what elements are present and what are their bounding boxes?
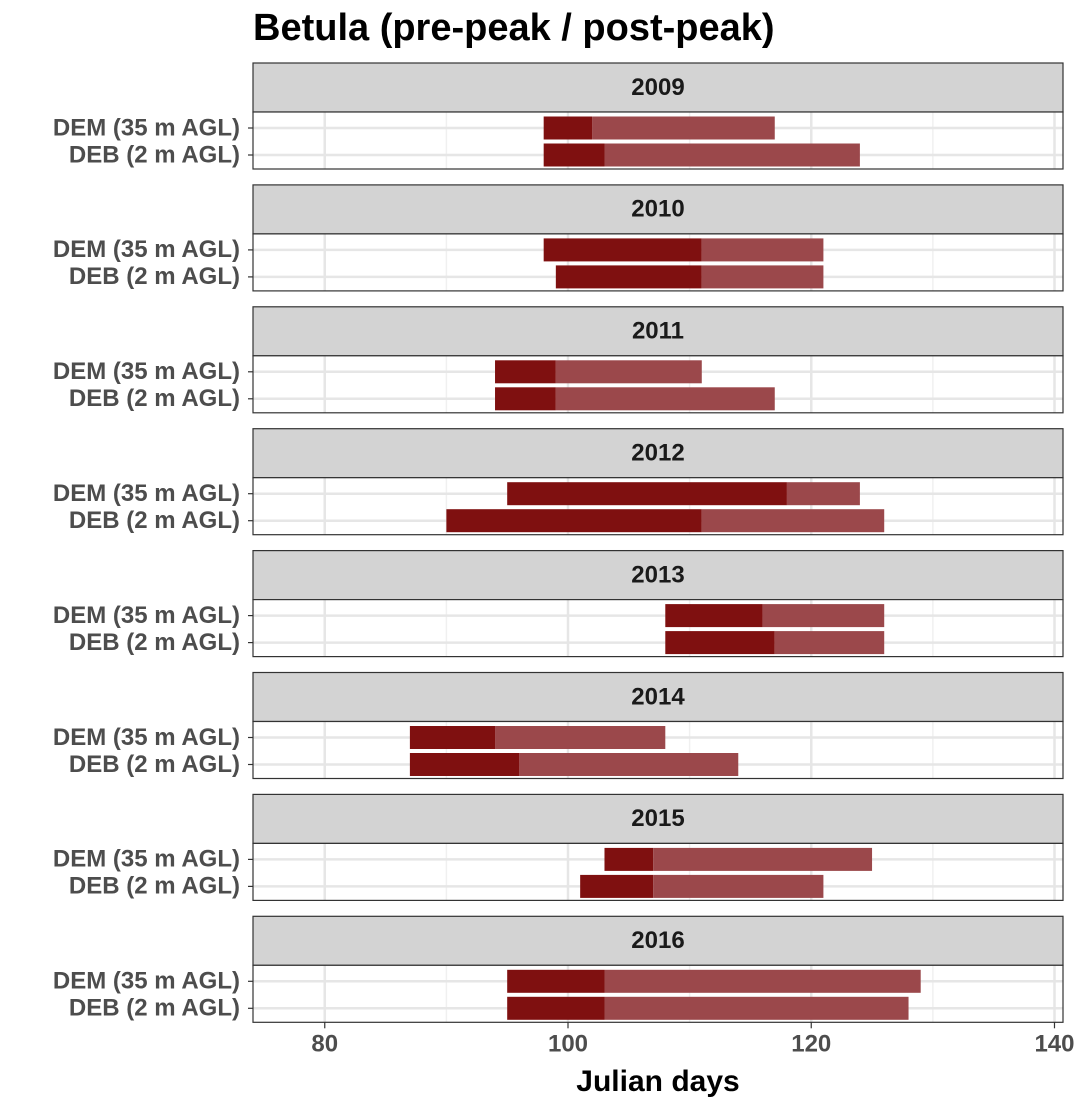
row-label: DEB (2 m AGL) xyxy=(69,995,240,1022)
panel-border xyxy=(252,842,1064,902)
pre-peak-bar xyxy=(580,874,654,898)
panel-border xyxy=(252,477,1064,536)
row-label: DEM (35 m AGL) xyxy=(53,358,240,385)
post-peak-bar xyxy=(701,509,885,533)
pre-peak-bar xyxy=(543,116,593,140)
post-peak-bar xyxy=(555,387,775,411)
post-peak-bar xyxy=(604,143,860,167)
panel-border xyxy=(252,355,1064,414)
chart-title: Betula (pre-peak / post-peak) xyxy=(253,7,775,49)
post-peak-bar xyxy=(653,847,873,871)
pre-peak-bar xyxy=(543,143,605,167)
pre-peak-bar xyxy=(543,238,702,262)
pre-peak-bar xyxy=(665,631,775,655)
row-label: DEM (35 m AGL) xyxy=(53,846,240,873)
pre-peak-bar xyxy=(507,482,787,506)
pre-peak-bar xyxy=(555,265,702,289)
row-label: DEM (35 m AGL) xyxy=(53,602,240,629)
post-peak-bar xyxy=(519,753,739,776)
facet-strip xyxy=(252,306,1064,357)
x-tick-label: 140 xyxy=(1034,1031,1074,1058)
row-label: DEM (35 m AGL) xyxy=(53,968,240,995)
facet-label: 2011 xyxy=(632,318,684,345)
row-label: DEB (2 m AGL) xyxy=(69,629,240,656)
row-label: DEM (35 m AGL) xyxy=(53,114,240,141)
post-peak-bar xyxy=(653,874,824,898)
row-label: DEM (35 m AGL) xyxy=(53,724,240,751)
row-label: DEB (2 m AGL) xyxy=(69,751,240,778)
post-peak-bar xyxy=(701,238,824,262)
facet-label: 2009 xyxy=(631,74,684,101)
x-tick-label: 100 xyxy=(548,1031,588,1058)
post-peak-bar xyxy=(774,631,885,655)
post-peak-bar xyxy=(592,116,775,140)
row-label: DEB (2 m AGL) xyxy=(69,385,240,412)
pre-peak-bar xyxy=(507,969,605,993)
post-peak-bar xyxy=(604,969,921,993)
row-label: DEB (2 m AGL) xyxy=(69,141,240,168)
pre-peak-bar xyxy=(665,604,763,628)
row-label: DEM (35 m AGL) xyxy=(53,480,240,507)
post-peak-bar xyxy=(604,996,909,1020)
post-peak-bar xyxy=(786,482,860,506)
post-peak-bar xyxy=(495,726,666,749)
facet-label: 2016 xyxy=(631,927,684,954)
facet-strip xyxy=(252,549,1064,601)
pre-peak-bar xyxy=(495,360,556,384)
x-tick-label: 120 xyxy=(791,1031,831,1058)
facet-strip xyxy=(252,915,1064,966)
post-peak-bar xyxy=(555,360,702,384)
facet-strip xyxy=(252,671,1064,723)
panel-border xyxy=(252,720,1064,780)
facet-label: 2013 xyxy=(631,561,684,588)
panel-border xyxy=(252,111,1064,170)
post-peak-bar xyxy=(701,265,824,289)
facet-strip xyxy=(252,62,1064,113)
row-label: DEB (2 m AGL) xyxy=(69,263,240,290)
pre-peak-bar xyxy=(409,726,496,749)
panel-bg xyxy=(253,599,1063,657)
pre-peak-bar xyxy=(604,847,654,871)
facet-label: 2014 xyxy=(631,683,685,710)
facet-label: 2012 xyxy=(631,440,684,467)
row-label: DEB (2 m AGL) xyxy=(69,507,240,534)
panel-border xyxy=(252,598,1064,658)
facet-strip xyxy=(252,428,1064,479)
pre-peak-bar xyxy=(409,753,520,776)
pre-peak-bar xyxy=(446,509,702,533)
row-label: DEB (2 m AGL) xyxy=(69,873,240,900)
panel-border xyxy=(252,964,1064,1023)
post-peak-bar xyxy=(762,604,885,628)
facet-label: 2015 xyxy=(631,805,684,832)
pre-peak-bar xyxy=(495,387,556,411)
facet-strip xyxy=(252,184,1064,235)
facet-label: 2010 xyxy=(631,196,684,223)
row-label: DEM (35 m AGL) xyxy=(53,236,240,263)
x-tick-label: 80 xyxy=(311,1031,338,1058)
x-axis-title: Julian days xyxy=(576,1065,739,1098)
panel-border xyxy=(252,233,1064,292)
pre-peak-bar xyxy=(507,996,605,1020)
